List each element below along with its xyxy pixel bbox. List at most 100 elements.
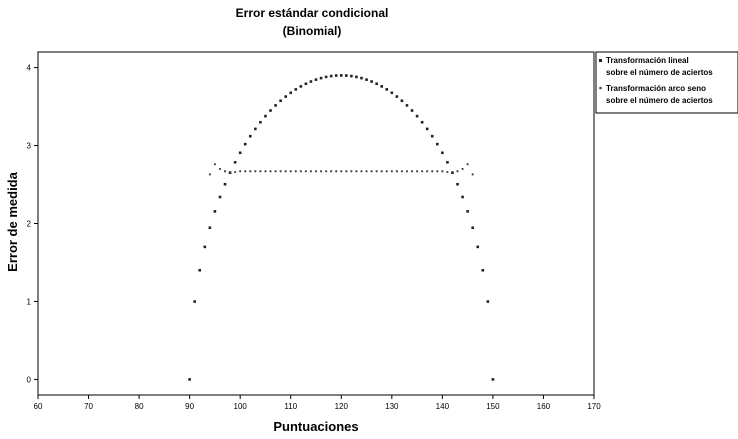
point-arcsine: [274, 170, 277, 173]
point-arcsine: [415, 170, 419, 173]
point-linear: [360, 76, 363, 80]
point-linear: [385, 88, 389, 91]
point-arcsine: [304, 170, 307, 173]
point-arcsine: [264, 170, 267, 173]
point-linear: [365, 78, 368, 81]
point-linear: [446, 160, 449, 164]
x-tick-label: 90: [185, 402, 194, 411]
x-axis-ticks: 60 70 80 90 100 110 120 130 140 150 160 170: [34, 395, 601, 411]
point-arcsine: [218, 167, 222, 171]
point-arcsine: [228, 170, 232, 174]
point-linear: [259, 120, 262, 124]
point-linear: [461, 195, 464, 199]
point-arcsine: [249, 170, 252, 173]
point-arcsine: [405, 170, 409, 173]
point-linear: [309, 80, 313, 83]
point-arcsine: [309, 170, 313, 173]
point-linear: [218, 195, 222, 199]
legend-label-arcsine-1: Transformación arco seno: [606, 84, 706, 93]
point-arcsine: [385, 170, 388, 173]
legend-label-arcsine-2: sobre el número de aciertos: [606, 96, 713, 105]
x-tick-label: 140: [436, 402, 450, 411]
point-linear: [430, 134, 434, 138]
point-linear: [198, 268, 202, 272]
point-arcsine: [345, 170, 348, 173]
x-tick-label: 110: [284, 402, 297, 411]
point-arcsine: [269, 170, 272, 173]
point-linear: [491, 378, 495, 381]
legend-box: [595, 51, 738, 114]
x-tick-label: 170: [587, 402, 601, 411]
point-linear: [289, 91, 293, 95]
point-arcsine: [279, 170, 282, 173]
point-linear: [486, 300, 490, 303]
point-arcsine: [370, 170, 373, 173]
x-tick-label: 100: [234, 402, 248, 411]
point-linear: [334, 74, 338, 77]
x-axis-label: Puntuaciones: [273, 419, 358, 434]
point-arcsine: [234, 170, 237, 174]
point-linear: [314, 78, 318, 81]
point-arcsine: [365, 170, 368, 173]
point-arcsine: [330, 170, 333, 173]
x-tick-label: 120: [335, 402, 349, 411]
point-arcsine: [213, 163, 217, 166]
plot-area: [37, 51, 595, 396]
x-tick-label: 80: [135, 402, 144, 411]
point-linear: [304, 82, 308, 86]
point-linear: [339, 74, 343, 77]
point-linear: [238, 151, 242, 155]
y-tick-label: 1: [27, 297, 32, 306]
chart-title: Error estándar condicional: [236, 6, 389, 20]
legend-label-linear-2: sobre el número de aciertos: [606, 68, 713, 77]
point-arcsine: [325, 170, 328, 173]
point-linear: [345, 74, 348, 77]
point-linear: [329, 74, 333, 78]
y-tick-label: 4: [27, 64, 32, 73]
point-linear: [324, 75, 328, 79]
x-tick-label: 70: [84, 402, 93, 411]
point-linear: [223, 182, 227, 186]
point-linear: [415, 114, 419, 118]
legend-marker-arcsine: [599, 86, 602, 90]
point-arcsine: [380, 170, 383, 173]
point-linear: [471, 226, 474, 230]
point-linear: [436, 142, 439, 146]
point-arcsine: [360, 170, 363, 173]
point-arcsine: [456, 170, 459, 173]
point-arcsine: [239, 170, 242, 173]
point-linear: [370, 80, 373, 83]
point-linear: [441, 151, 444, 155]
point-arcsine: [340, 170, 343, 173]
point-arcsine: [355, 170, 358, 173]
point-arcsine: [410, 170, 414, 173]
point-linear: [390, 91, 394, 95]
point-linear: [203, 245, 207, 249]
x-tick-label: 130: [385, 402, 399, 411]
x-tick-label: 150: [486, 402, 500, 411]
point-linear: [319, 76, 323, 80]
point-linear: [284, 95, 287, 98]
point-linear: [400, 99, 404, 103]
point-arcsine: [259, 170, 262, 173]
point-arcsine: [461, 167, 464, 171]
x-tick-label: 60: [34, 402, 43, 411]
point-linear: [481, 268, 485, 272]
point-linear: [213, 210, 217, 213]
point-arcsine: [466, 163, 469, 166]
point-arcsine: [441, 170, 444, 173]
point-arcsine: [426, 170, 429, 173]
point-arcsine: [350, 170, 353, 173]
point-linear: [269, 109, 272, 112]
point-linear: [274, 104, 277, 107]
point-linear: [420, 120, 424, 124]
point-arcsine: [299, 170, 302, 173]
point-arcsine: [314, 170, 318, 173]
point-arcsine: [289, 170, 292, 173]
point-linear: [410, 109, 414, 112]
point-linear: [243, 142, 247, 146]
point-arcsine: [244, 170, 247, 173]
point-arcsine: [446, 170, 449, 174]
point-linear: [425, 127, 429, 131]
